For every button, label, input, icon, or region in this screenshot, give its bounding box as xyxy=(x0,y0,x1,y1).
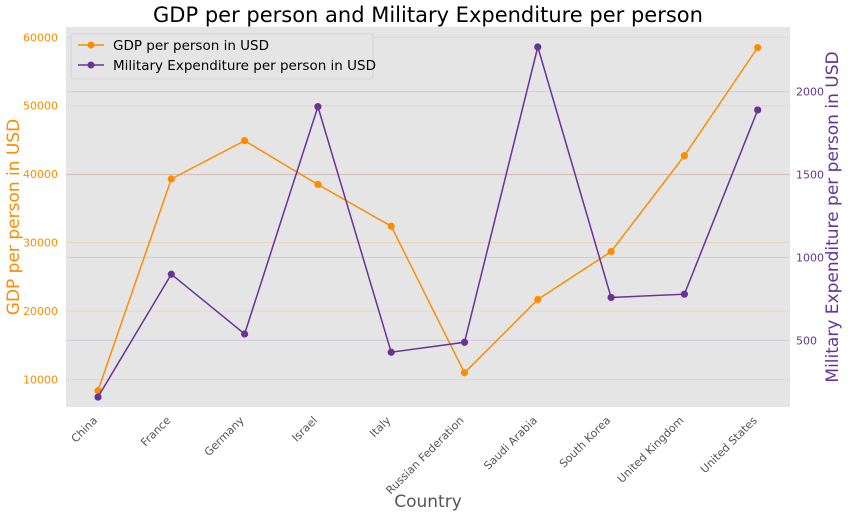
y-left-tick-label: 30000 xyxy=(23,237,58,250)
y-right-axis-ticks: 500 1000 1500 2000 xyxy=(796,86,824,348)
y-right-axis-label: Military Expenditure per person in USD xyxy=(823,51,843,382)
y-left-axis-label: GDP per person in USD xyxy=(4,119,24,315)
y-right-tick-label: 2000 xyxy=(796,86,824,99)
data-point-1 xyxy=(534,43,542,51)
data-point-0 xyxy=(241,137,249,145)
y-right-tick-label: 1500 xyxy=(796,169,824,182)
data-point-0 xyxy=(387,222,395,230)
legend-label-military: Military Expenditure per person in USD xyxy=(113,58,376,74)
x-tick-label: South Korea xyxy=(557,414,613,470)
legend: GDP per person in USD Military Expenditu… xyxy=(70,33,376,80)
x-tick-label: China xyxy=(69,414,100,445)
x-tick-label: Saudi Arabia xyxy=(481,414,540,473)
series-line-0 xyxy=(97,47,759,391)
data-point-1 xyxy=(754,106,762,114)
legend-box xyxy=(70,33,374,80)
x-tick-label: Israel xyxy=(290,414,320,444)
data-point-1 xyxy=(680,290,689,298)
data-point-0 xyxy=(534,295,542,304)
y-left-tick-label: 20000 xyxy=(23,305,58,318)
legend-marker-gdp xyxy=(87,41,95,49)
legend-label-gdp: GDP per person in USD xyxy=(113,38,269,54)
y-left-tick-label: 40000 xyxy=(23,168,58,181)
data-point-1 xyxy=(241,330,249,338)
data-point-1 xyxy=(607,293,615,302)
x-tick-label: Italy xyxy=(367,414,393,440)
x-tick-label: United States xyxy=(698,414,760,476)
y-right-tick-label: 1000 xyxy=(796,252,824,265)
data-point-0 xyxy=(680,152,689,160)
data-point-0 xyxy=(754,43,762,52)
data-point-0 xyxy=(460,369,469,377)
data-point-1 xyxy=(460,338,469,346)
data-point-0 xyxy=(94,386,102,395)
y-left-axis-ticks: 10000 20000 30000 40000 50000 60000 xyxy=(23,31,58,386)
series-layer xyxy=(94,43,762,401)
legend-marker-military xyxy=(87,61,95,69)
x-tick-label: France xyxy=(138,414,173,449)
data-point-1 xyxy=(314,103,322,111)
series-line-1 xyxy=(97,44,759,398)
y-left-tick-label: 60000 xyxy=(23,31,58,44)
plot-background xyxy=(66,27,790,407)
data-point-1 xyxy=(94,393,102,401)
data-point-1 xyxy=(387,348,395,356)
y-right-tick-label: 500 xyxy=(796,335,817,348)
y-left-tick-label: 50000 xyxy=(23,100,58,113)
chart-title: GDP per person and Military Expenditure … xyxy=(153,3,703,27)
x-tick-label: Russian Federation xyxy=(384,414,467,497)
data-point-0 xyxy=(314,180,322,189)
data-point-0 xyxy=(167,175,175,183)
y-left-tick-label: 10000 xyxy=(23,374,58,387)
x-tick-label: United Kingdom xyxy=(615,414,687,486)
data-point-0 xyxy=(607,247,615,256)
x-axis-label: Country xyxy=(394,492,462,512)
x-tick-label: Germany xyxy=(202,414,247,459)
data-point-1 xyxy=(167,270,175,278)
